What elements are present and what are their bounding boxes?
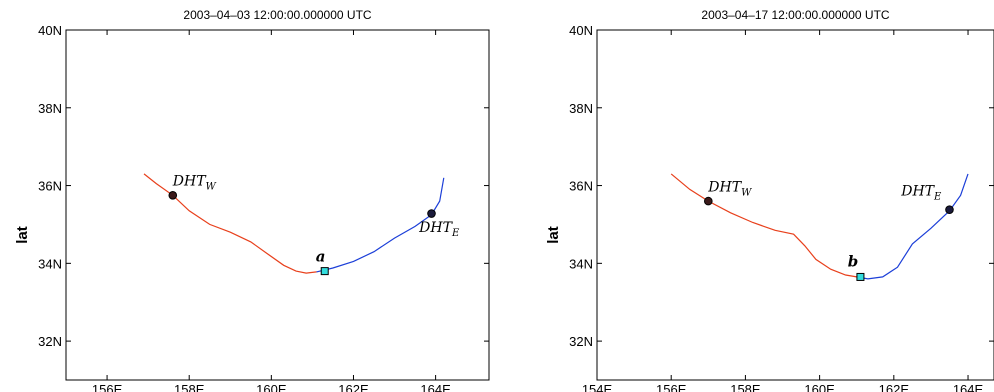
marker-point-a (320, 267, 329, 276)
marker-dht-w (704, 196, 713, 206)
annotation-main: DHT (172, 174, 207, 190)
y-tick-label: 34N (569, 256, 593, 271)
x-tick-label: 158E (730, 382, 761, 392)
x-tick-label: 160E (804, 382, 835, 392)
x-tick-label: 154E (582, 382, 613, 392)
annotation-main: DHT (418, 220, 453, 236)
marker-dht-e (945, 205, 954, 214)
y-axis-label: lat (14, 226, 31, 244)
y-tick-label: 34N (38, 256, 62, 271)
annotation-subscript: W (206, 182, 217, 193)
annotation-main: DHT (900, 183, 935, 199)
axes-frame (65, 29, 490, 381)
annotation-subscript: E (933, 191, 942, 202)
axes-frame (596, 29, 994, 381)
chart-title: 2003–04–17 12:00:00.000000 UTC (701, 8, 889, 22)
marker-dht-e (427, 209, 436, 218)
y-tick-label: 38N (569, 101, 593, 116)
x-tick-label: 164E (420, 382, 451, 392)
chart-panel-1: 2003–04–03 12:00:00.000000 UTC 156E 158E 16… (14, 8, 490, 392)
chart-panel-2: 2003–04–17 12:00:00.000000 UTC 154E 156E 15… (545, 8, 994, 392)
annotation-label: DHTW (707, 179, 752, 198)
series-line-2 (856, 173, 969, 280)
x-tick-label: 156E (656, 382, 687, 392)
x-tick-label: 156E (92, 382, 123, 392)
y-tick-label: 32N (38, 334, 62, 349)
y-tick-label: 36N (569, 179, 593, 194)
series-line-2 (316, 177, 445, 273)
point-label: a (316, 247, 326, 265)
series-line-1 (143, 173, 317, 274)
y-axis-label: lat (545, 226, 562, 244)
x-tick-label: 164E (953, 382, 984, 392)
x-tick-label: 162E (879, 382, 910, 392)
x-tick-label: 160E (256, 382, 287, 392)
annotation-subscript: E (451, 228, 460, 239)
marker-dht-w (168, 190, 178, 200)
y-tick-label: 38N (38, 101, 62, 116)
annotation-label: DHTE (418, 220, 460, 239)
y-tick-label: 32N (569, 334, 593, 349)
marker-point-b (856, 272, 865, 281)
annotation-main: DHT (707, 179, 742, 195)
chart-title: 2003–04–03 12:00:00.000000 UTC (183, 8, 371, 22)
annotation-label: DHTE (900, 183, 942, 202)
y-tick-label: 36N (38, 179, 62, 194)
point-label: b (848, 252, 859, 270)
series-line-1 (670, 173, 857, 278)
x-tick-label: 162E (338, 382, 369, 392)
x-tick-label: 158E (174, 382, 205, 392)
y-tick-label: 40N (38, 23, 62, 38)
y-tick-label: 40N (569, 23, 593, 38)
annotation-label: DHTW (172, 174, 217, 193)
annotation-subscript: W (741, 187, 752, 198)
